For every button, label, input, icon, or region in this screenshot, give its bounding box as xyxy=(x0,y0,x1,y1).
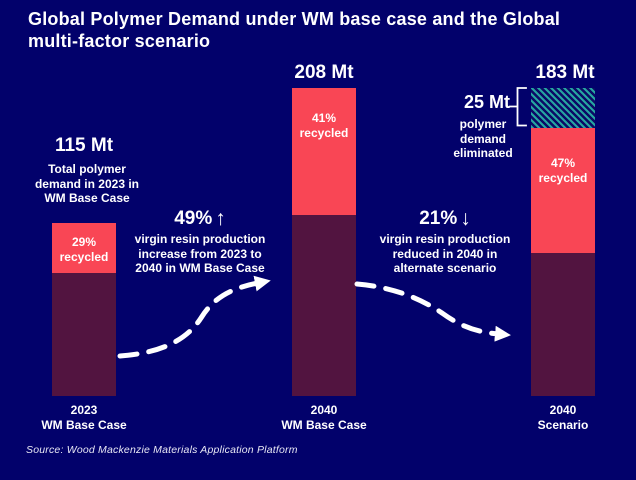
reduction-annotation-value: 21% ↓ xyxy=(419,207,471,230)
axis-label-2040-wm-base-case: 2040 WM Base Case xyxy=(281,403,367,432)
axis-label-2023-wm-base-case: 2023 WM Base Case xyxy=(41,403,127,432)
growth-dashed-arrow xyxy=(117,275,271,359)
bar-2040-base-recycled-label: 41% recycled xyxy=(299,111,349,140)
growth-annotation-value: 49% ↑ xyxy=(174,207,226,230)
bar-2040-base-recycled-segment: 41% recycled xyxy=(292,88,356,215)
bar-2040-base-total-label: 208 Mt xyxy=(294,62,354,83)
bar-2040-scenario-total-label: 183 Mt xyxy=(535,62,595,83)
bar-2040-base-virgin-segment xyxy=(292,215,356,396)
chart-title: Global Polymer Demand under WM base case… xyxy=(28,8,620,52)
reduction-dashed-arrow xyxy=(354,281,511,342)
bar-2023-recycled-label: 29% recycled xyxy=(59,235,109,264)
source-attribution: Source: Wood Mackenzie Materials Applica… xyxy=(26,444,298,456)
bar-2040-scenario-virgin-segment xyxy=(531,253,595,396)
up-arrow-icon: ↑ xyxy=(215,207,226,230)
eliminated-demand-note: polymer demand eliminated xyxy=(453,117,513,160)
growth-annotation-text: virgin resin production increase from 20… xyxy=(134,232,266,275)
axis-label-2040-scenario: 2040 Scenario xyxy=(537,403,589,432)
chart-title-line1: Global Polymer Demand under WM base case… xyxy=(28,9,561,29)
bar-2023-recycled-segment: 29% recycled xyxy=(52,223,116,273)
chart-title-line2: multi-factor scenario xyxy=(28,31,211,51)
bar-2040-scenario-recycled-segment: 47% recycled xyxy=(531,128,595,253)
bar-2040-scenario-recycled-label: 47% recycled xyxy=(538,156,588,185)
eliminated-demand-value: 25 Mt xyxy=(463,92,510,112)
bar-2023-note: Total polymer demand in 2023 in WM Base … xyxy=(34,162,140,205)
bar-2023-virgin-segment xyxy=(52,273,116,396)
reduction-annotation-text: virgin resin production reduced in 2040 … xyxy=(379,232,511,275)
bar-2040-scenario-eliminated-hatch-segment xyxy=(531,88,595,128)
bar-2023-total-label: 115 Mt xyxy=(54,135,114,156)
down-arrow-icon: ↓ xyxy=(460,207,471,230)
